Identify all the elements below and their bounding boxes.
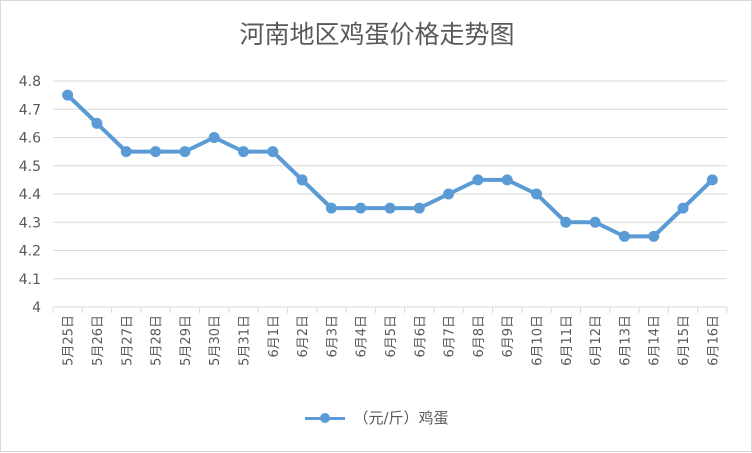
y-tick-label: 4.8	[19, 74, 41, 90]
x-tick-label: 5月29日	[179, 315, 194, 366]
x-tick-label: 6月4日	[355, 315, 370, 358]
chart-title: 河南地区鸡蛋价格走势图	[239, 20, 515, 49]
x-tick-label: 6月5日	[384, 315, 399, 358]
x-tick-label: 6月3日	[325, 315, 340, 358]
data-point	[618, 230, 630, 242]
data-point	[648, 230, 660, 242]
x-tick-label: 6月16日	[706, 315, 721, 366]
data-point	[355, 202, 367, 214]
data-point	[296, 174, 308, 186]
data-point	[267, 146, 279, 158]
x-tick-label: 6月6日	[413, 315, 428, 358]
x-tick-label: 6月12日	[589, 315, 604, 366]
x-tick-label: 5月27日	[120, 315, 135, 366]
x-tick-label: 6月8日	[472, 315, 487, 358]
y-tick-label: 4.2	[19, 244, 41, 260]
x-tick-label: 6月9日	[501, 315, 516, 358]
x-tick-label: 6月11日	[560, 315, 575, 366]
data-point	[208, 132, 220, 143]
y-tick-label: 4.4	[19, 187, 41, 203]
data-point	[91, 117, 103, 129]
x-tick-label: 5月25日	[62, 315, 77, 366]
data-point	[179, 146, 191, 158]
data-point	[150, 146, 162, 158]
x-tick-label: 6月1日	[267, 315, 282, 358]
x-tick-label: 6月2日	[296, 315, 311, 358]
data-point	[413, 202, 425, 214]
data-point	[706, 174, 718, 186]
data-point	[560, 216, 572, 228]
x-tick-label: 6月13日	[618, 315, 633, 366]
data-point	[677, 202, 689, 214]
legend: （元/斤）鸡蛋	[1, 407, 752, 428]
x-tick-label: 6月7日	[443, 315, 458, 358]
x-tick-label: 5月26日	[91, 315, 106, 366]
legend-label: （元/斤）鸡蛋	[353, 409, 449, 427]
y-tick-label: 4.7	[19, 102, 41, 118]
data-point	[237, 146, 249, 158]
data-point	[325, 202, 337, 214]
x-tick-label: 6月10日	[531, 315, 546, 366]
x-tick-label: 5月31日	[237, 315, 252, 366]
y-tick-label: 4.3	[19, 215, 41, 231]
x-tick-label: 6月15日	[677, 315, 692, 366]
y-tick-label: 4	[32, 300, 41, 316]
data-point	[472, 174, 484, 186]
data-point	[589, 216, 601, 228]
y-tick-label: 4.5	[19, 159, 41, 175]
data-point	[443, 188, 455, 200]
data-point	[62, 89, 74, 101]
data-point	[531, 188, 543, 200]
legend-swatch	[305, 411, 346, 425]
x-tick-label: 5月30日	[208, 315, 223, 366]
x-tick-label: 6月14日	[648, 315, 663, 366]
data-point	[501, 174, 513, 186]
y-tick-label: 4.1	[19, 272, 41, 288]
data-point	[120, 146, 132, 158]
y-tick-label: 4.6	[19, 131, 41, 147]
x-tick-label: 5月28日	[150, 315, 165, 366]
data-point	[384, 202, 396, 214]
